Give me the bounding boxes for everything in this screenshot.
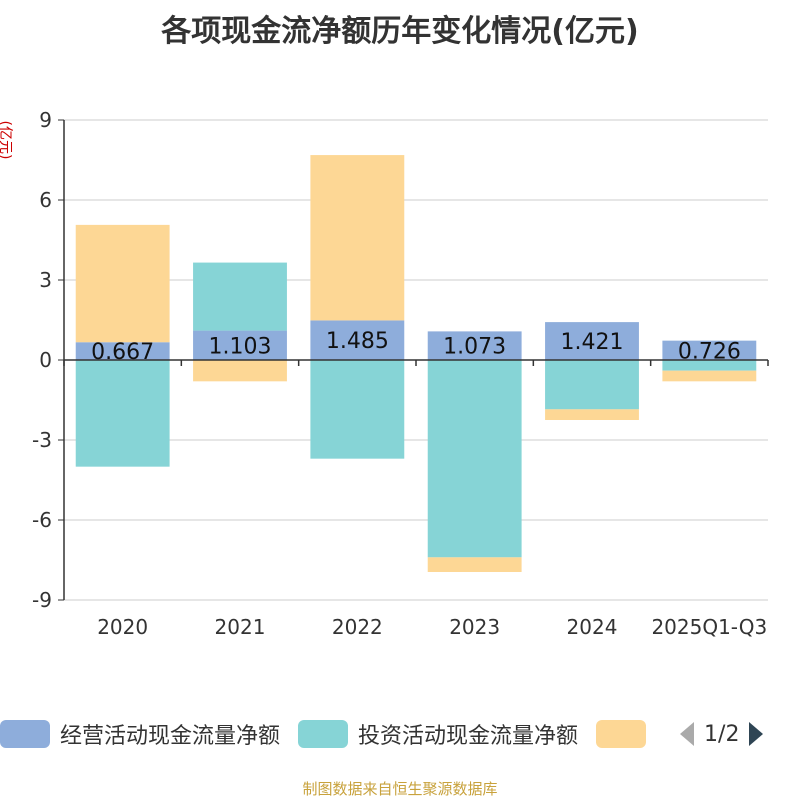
bar-series0-2024[interactable] [545,322,639,360]
legend-item-operating[interactable]: 经营活动现金流量净额 [0,718,280,750]
x-tick-label: 2025Q1-Q3 [651,615,767,639]
bar-value-label: 0.726 [678,339,741,364]
y-tick-label: 6 [39,188,52,212]
chart-title: 各项现金流净额历年变化情况(亿元) [161,14,639,49]
bar-series2-2022[interactable] [310,155,405,321]
legend: 经营活动现金流量净额 投资活动现金流量净额 1/2 [0,712,800,756]
y-tick-label: 3 [39,268,52,292]
bar-value-label: 0.667 [91,340,154,365]
bars [75,155,757,572]
bar-value-label: 1.421 [561,330,624,355]
bar-series1-2020[interactable] [75,360,170,467]
bar-series0-2025Q1-Q3[interactable] [662,340,757,360]
bar-series0-2022[interactable] [310,320,405,360]
y-tick-label: 0 [39,348,52,372]
x-tick-label: 2020 [97,615,148,639]
legend-swatch-financing [596,720,647,748]
bar-series1-2022[interactable] [310,360,405,459]
bar-series1-2024[interactable] [545,360,639,410]
x-tick-label: 2022 [332,615,383,639]
pager-next-icon[interactable] [747,720,765,748]
data-source-note: 制图数据来自恒生聚源数据库 [302,780,498,798]
bar-series1-2023[interactable] [427,360,522,558]
legend-swatch-operating [0,720,50,748]
bar-value-label: 1.073 [443,335,506,360]
bar-series1-2025Q1-Q3[interactable] [662,360,757,371]
legend-label-operating: 经营活动现金流量净额 [60,724,281,749]
y-tick-label: -9 [32,588,52,612]
bar-series0-2023[interactable] [427,331,522,360]
legend-page-indicator: 1/2 [704,721,740,747]
bar-series2-2023[interactable] [427,557,522,572]
bar-series2-2020[interactable] [75,224,170,343]
legend-item-financing[interactable] [596,720,656,748]
bar-value-label: 1.103 [209,334,272,359]
y-tick-label: 9 [39,108,52,132]
x-tick-label: 2024 [567,615,618,639]
bar-series2-2021[interactable] [193,360,287,382]
legend-item-investing[interactable]: 投资活动现金流量净额 [298,718,578,750]
bar-series2-2025Q1-Q3[interactable] [662,370,757,382]
bar-series1-2021[interactable] [193,262,287,331]
y-tick-label: -3 [32,428,52,452]
y-tick-label: -6 [32,508,52,532]
pager-prev-icon[interactable] [678,720,696,748]
legend-label-investing: 投资活动现金流量净额 [358,724,579,749]
x-tick-label: 2021 [215,615,266,639]
bar-series0-2020[interactable] [75,342,170,360]
data-labels: 0.667 1.103 1.485 1.073 1.421 0.726 [91,329,741,365]
grid-lines [64,119,768,601]
legend-swatch-investing [298,720,349,748]
bar-value-label: 1.485 [326,329,389,354]
axes: 9 6 3 0 -3 -6 -9 2020 2021 2022 2023 2024 2025Q1-Q3 [32,108,769,639]
x-tick-label: 2023 [449,615,500,639]
bar-series2-2024[interactable] [545,409,639,420]
legend-pager: 1/2 [678,720,765,748]
bar-series0-2021[interactable] [193,330,287,360]
